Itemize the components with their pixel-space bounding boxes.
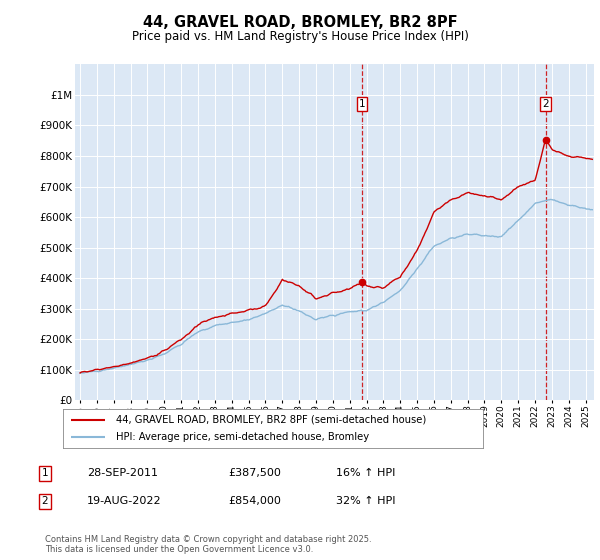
Text: 32% ↑ HPI: 32% ↑ HPI bbox=[336, 496, 395, 506]
Text: 2: 2 bbox=[41, 496, 49, 506]
Text: £387,500: £387,500 bbox=[228, 468, 281, 478]
Text: 2: 2 bbox=[542, 99, 549, 109]
Text: 1: 1 bbox=[359, 99, 365, 109]
Text: 28-SEP-2011: 28-SEP-2011 bbox=[87, 468, 158, 478]
Text: 16% ↑ HPI: 16% ↑ HPI bbox=[336, 468, 395, 478]
Text: HPI: Average price, semi-detached house, Bromley: HPI: Average price, semi-detached house,… bbox=[115, 432, 368, 442]
Text: 44, GRAVEL ROAD, BROMLEY, BR2 8PF: 44, GRAVEL ROAD, BROMLEY, BR2 8PF bbox=[143, 15, 457, 30]
Text: Price paid vs. HM Land Registry's House Price Index (HPI): Price paid vs. HM Land Registry's House … bbox=[131, 30, 469, 43]
Text: 19-AUG-2022: 19-AUG-2022 bbox=[87, 496, 161, 506]
Text: 1: 1 bbox=[41, 468, 49, 478]
Text: 44, GRAVEL ROAD, BROMLEY, BR2 8PF (semi-detached house): 44, GRAVEL ROAD, BROMLEY, BR2 8PF (semi-… bbox=[115, 415, 426, 425]
Text: Contains HM Land Registry data © Crown copyright and database right 2025.
This d: Contains HM Land Registry data © Crown c… bbox=[45, 535, 371, 554]
Text: £854,000: £854,000 bbox=[228, 496, 281, 506]
